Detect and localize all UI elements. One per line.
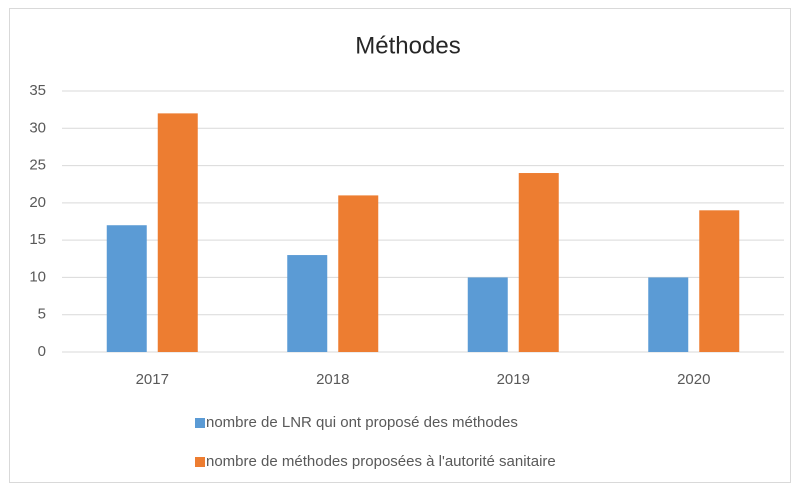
bar xyxy=(106,225,147,352)
y-tick-label: 35 xyxy=(29,82,46,99)
chart-title: Méthodes xyxy=(355,32,460,59)
bar xyxy=(338,195,379,352)
bar xyxy=(648,277,689,352)
x-tick-label: 2020 xyxy=(677,371,710,388)
y-tick-label: 10 xyxy=(29,268,46,285)
y-tick-label: 30 xyxy=(29,119,46,136)
y-tick-label: 0 xyxy=(38,343,46,360)
bar xyxy=(157,113,198,352)
legend-swatch xyxy=(195,457,205,467)
y-tick-label: 25 xyxy=(29,157,46,174)
bar xyxy=(518,173,559,352)
y-tick-label: 15 xyxy=(29,231,46,248)
y-tick-label: 20 xyxy=(29,194,46,211)
x-tick-label: 2019 xyxy=(497,371,530,388)
bar xyxy=(699,210,740,352)
x-tick-label: 2017 xyxy=(136,371,169,388)
legend-swatch xyxy=(195,418,205,428)
legend-label: nombre de méthodes proposées à l'autorit… xyxy=(206,453,556,470)
x-tick-label: 2018 xyxy=(316,371,349,388)
bar xyxy=(287,255,328,352)
y-tick-label: 5 xyxy=(38,306,46,323)
legend-label: nombre de LNR qui ont proposé des méthod… xyxy=(206,414,518,431)
bar xyxy=(467,277,508,352)
